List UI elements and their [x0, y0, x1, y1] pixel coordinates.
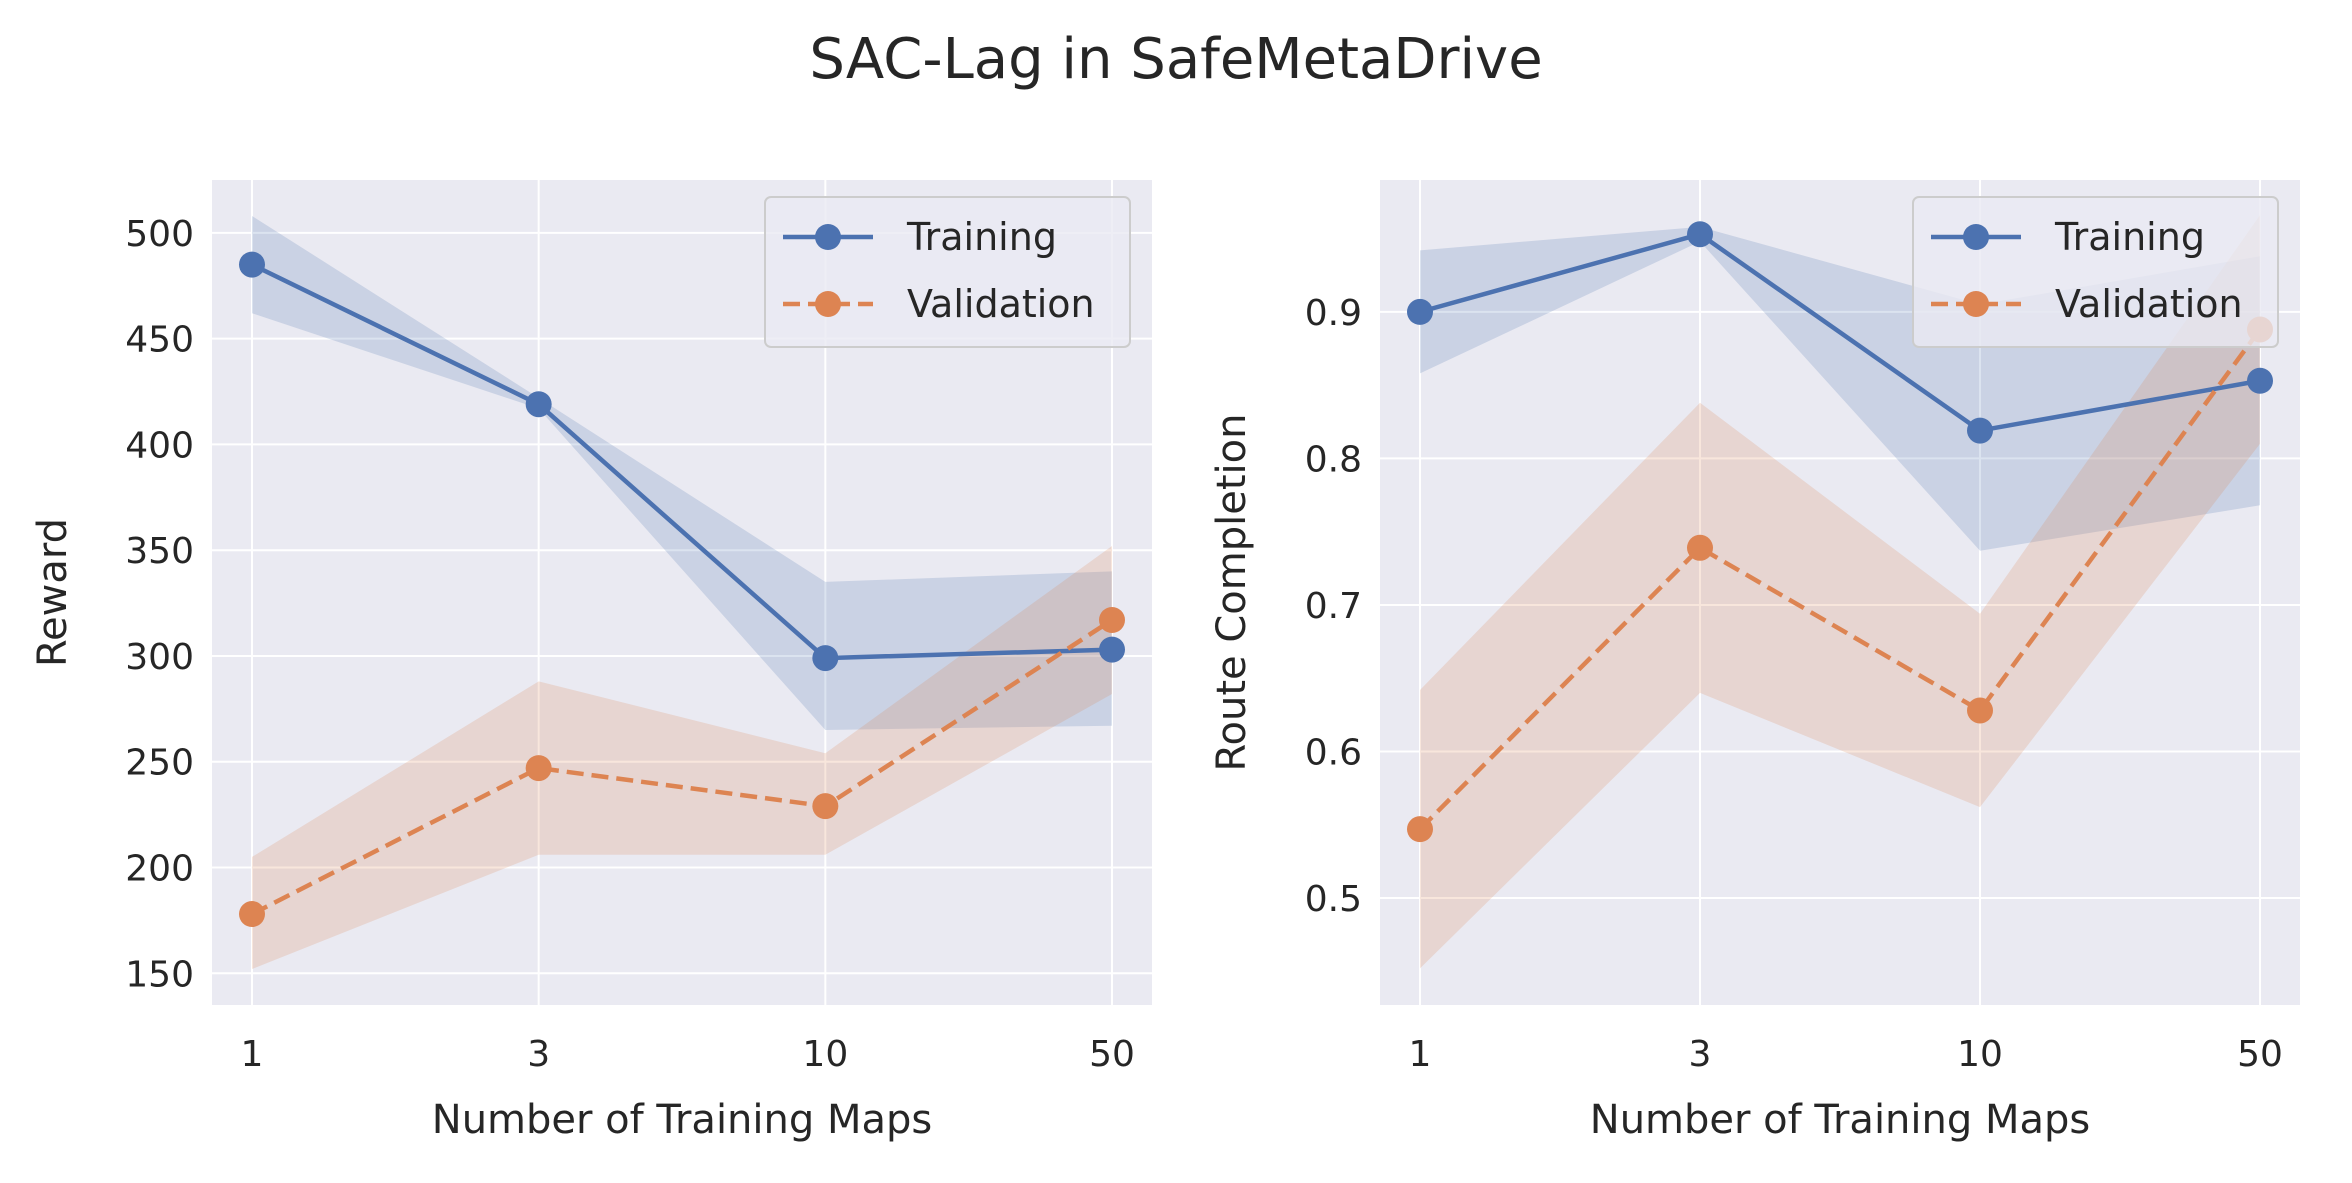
data-point-training — [812, 645, 839, 672]
legend-marker-validation — [1963, 291, 1989, 317]
route-completion-chart: 0.5 0.6 0.7 0.8 0.9 1 3 10 50 Number of Training … — [1209, 180, 2300, 1143]
series-line-validation — [250, 618, 1114, 917]
legend-label-training: Training — [2054, 215, 2205, 259]
data-point-validation — [239, 901, 265, 928]
y-tick-label: 250 — [125, 743, 194, 784]
y-tick-label: 200 — [125, 849, 194, 890]
y-tick-label: 500 — [125, 214, 194, 255]
y-tick-label: 0.5 — [1305, 879, 1362, 920]
y-tick-label: 150 — [125, 954, 194, 995]
x-tick-label: 50 — [1089, 1034, 1135, 1075]
reward-chart: 150 200 250 300 350 400 450 500 1 3 10 50 Number of … — [30, 180, 1152, 1143]
data-point-training — [1099, 636, 1125, 663]
data-point-training — [525, 391, 552, 418]
y-tick-label: 400 — [125, 425, 194, 466]
legend-box — [764, 196, 1131, 348]
y-axis-label: Reward — [30, 518, 76, 667]
data-point-training — [1967, 417, 1993, 444]
legend: Training Validation — [1912, 196, 2279, 348]
x-tick-label: 3 — [1689, 1034, 1712, 1075]
x-tick-label: 10 — [802, 1034, 848, 1075]
y-tick-label: 450 — [125, 320, 194, 361]
legend-label-validation: Validation — [2055, 282, 2243, 326]
series-line-validation — [1418, 328, 2262, 831]
data-point-validation — [1407, 816, 1433, 843]
figure-title: SAC-Lag in SafeMetaDrive — [809, 27, 1542, 92]
data-point-validation — [1099, 607, 1125, 633]
legend-label-training: Training — [906, 215, 1057, 259]
y-tick-label: 350 — [125, 531, 194, 572]
x-tick-label: 1 — [1409, 1034, 1432, 1075]
data-point-validation — [525, 755, 552, 782]
legend-marker-training — [815, 224, 841, 250]
data-point-training — [239, 251, 265, 278]
y-tick-label: 0.7 — [1305, 586, 1362, 627]
confidence-band-validation — [1420, 215, 2260, 969]
y-tick-label: 0.9 — [1305, 293, 1362, 334]
legend-label-validation: Validation — [907, 282, 1095, 326]
data-point-validation — [1967, 697, 1993, 724]
x-axis-label: Number of Training Maps — [1590, 1097, 2090, 1143]
series-line-training — [1419, 231, 2261, 433]
confidence-band-training — [252, 215, 1112, 730]
data-point-training — [1407, 298, 1433, 325]
legend-marker-validation — [815, 291, 841, 317]
data-point-training — [2247, 367, 2273, 394]
legend-marker-training — [1963, 224, 1989, 250]
data-point-training — [1687, 221, 1713, 248]
data-point-validation — [1687, 534, 1713, 561]
x-tick-label: 1 — [241, 1034, 264, 1075]
x-axis-label: Number of Training Maps — [432, 1097, 932, 1143]
x-tick-label: 10 — [1957, 1034, 2003, 1075]
y-tick-label: 0.6 — [1305, 732, 1362, 773]
confidence-band-validation — [252, 545, 1112, 970]
legend-box — [1912, 196, 2279, 348]
series-line-training — [251, 262, 1113, 661]
y-tick-label: 0.8 — [1305, 439, 1362, 480]
x-tick-label: 3 — [527, 1034, 550, 1075]
y-axis-label: Route Completion — [1209, 414, 1255, 772]
legend: Training Validation — [764, 196, 1131, 348]
data-point-validation — [812, 793, 839, 820]
x-tick-label: 50 — [2237, 1034, 2283, 1075]
y-tick-label: 300 — [125, 637, 194, 678]
